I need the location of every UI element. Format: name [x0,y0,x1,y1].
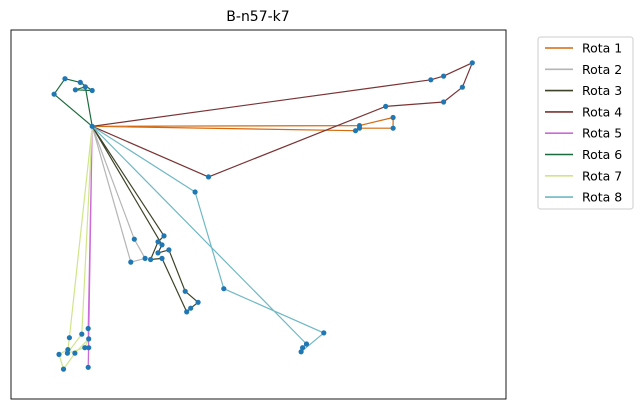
node-point [89,123,95,129]
legend-label-rota-8: Rota 8 [582,190,622,205]
node-point [390,114,396,121]
customer-nodes [51,60,475,372]
legend-label-rota-2: Rota 2 [582,62,622,77]
node-point [79,331,85,337]
legend-label-rota-7: Rota 7 [582,168,622,183]
node-point [188,305,194,311]
legend-label-rota-5: Rota 5 [582,126,622,141]
node-point [390,125,396,131]
node-point [159,255,165,261]
node-point [85,364,91,370]
node-point [85,325,91,332]
node-point [65,347,71,353]
node-point [184,309,190,315]
legend-label-rota-1: Rota 1 [582,41,622,56]
node-point [155,239,161,245]
legend-frame [537,36,634,210]
node-point [86,345,92,351]
node-point [441,73,447,79]
node-point [77,79,83,85]
node-point [60,366,67,372]
node-point [82,345,88,351]
node-point [221,286,227,292]
node-point [300,345,306,351]
legend-label-rota-6: Rota 6 [582,147,622,162]
node-point [86,336,92,342]
node-point [66,335,72,341]
node-point [161,233,167,239]
node-point [128,259,134,265]
node-point [166,247,172,253]
node-point [428,77,434,83]
legend-label-rota-3: Rota 3 [582,83,622,98]
node-point [321,330,327,336]
node-point [469,60,475,66]
legend: Rota 1 Rota 2 Rota 3 Rota 4 Rota 5 Rota 6 Rota… [537,36,634,210]
node-point [131,236,137,242]
node-point [182,288,188,294]
node-point [72,87,78,93]
node-point [72,350,78,356]
node-point [352,128,359,134]
node-point [148,256,154,263]
node-point [82,84,88,90]
chart-title: B-n57-k7 [226,9,289,25]
node-point [303,341,310,347]
node-point [441,99,447,105]
node-point [51,91,57,97]
node-point [356,125,363,131]
node-point [62,76,68,82]
node-point [159,242,165,248]
node-point [298,349,304,355]
node-point [142,255,148,261]
node-point [459,84,465,90]
node-point [192,189,198,195]
node-point [89,87,95,94]
node-point [205,174,212,180]
node-point [195,299,201,305]
node-point [383,103,389,109]
legend-label-rota-4: Rota 4 [582,104,622,119]
node-point [56,351,62,357]
node-point [155,250,161,256]
